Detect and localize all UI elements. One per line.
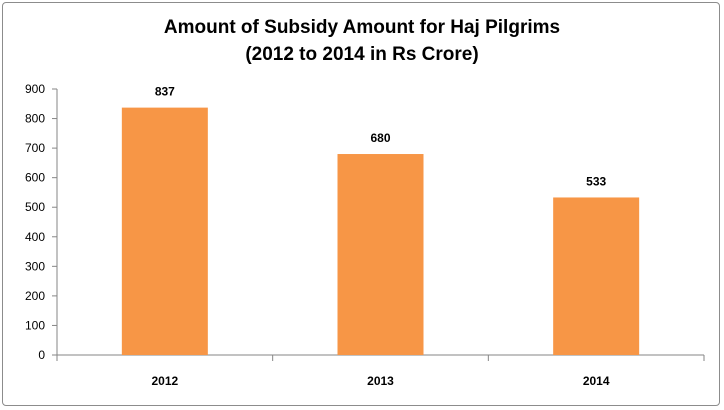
x-tick-label-2012: 2012 <box>151 374 178 388</box>
bar-2014 <box>553 197 640 355</box>
y-tick-label: 0 <box>38 348 45 362</box>
y-tick-label: 600 <box>25 171 45 185</box>
chart-title-block: Amount of Subsidy Amount for Haj Pilgrim… <box>0 14 724 68</box>
y-tick-label: 400 <box>25 230 45 244</box>
x-tick-label-2013: 2013 <box>367 374 394 388</box>
y-tick-label: 700 <box>25 141 45 155</box>
y-tick-label: 100 <box>25 318 45 332</box>
chart-subtitle: (2012 to 2014 in Rs Crore) <box>245 44 479 65</box>
data-label-2013: 680 <box>370 131 390 145</box>
data-label-2014: 533 <box>586 174 606 188</box>
bar-2012 <box>121 107 208 356</box>
x-tick-label-2014: 2014 <box>583 374 610 388</box>
y-tick-label: 900 <box>25 82 45 96</box>
y-tick-label: 500 <box>25 200 45 214</box>
y-tick-label: 200 <box>25 289 45 303</box>
y-tick-label: 300 <box>25 259 45 273</box>
bar-2013 <box>337 154 424 355</box>
chart-title: Amount of Subsidy Amount for Haj Pilgrim… <box>163 17 561 38</box>
chart-labels: 837 2012 680 2013 533 2014 <box>151 85 609 388</box>
y-tick-label: 800 <box>25 112 45 126</box>
data-label-2012: 837 <box>155 85 175 99</box>
chart-bars <box>121 107 640 356</box>
